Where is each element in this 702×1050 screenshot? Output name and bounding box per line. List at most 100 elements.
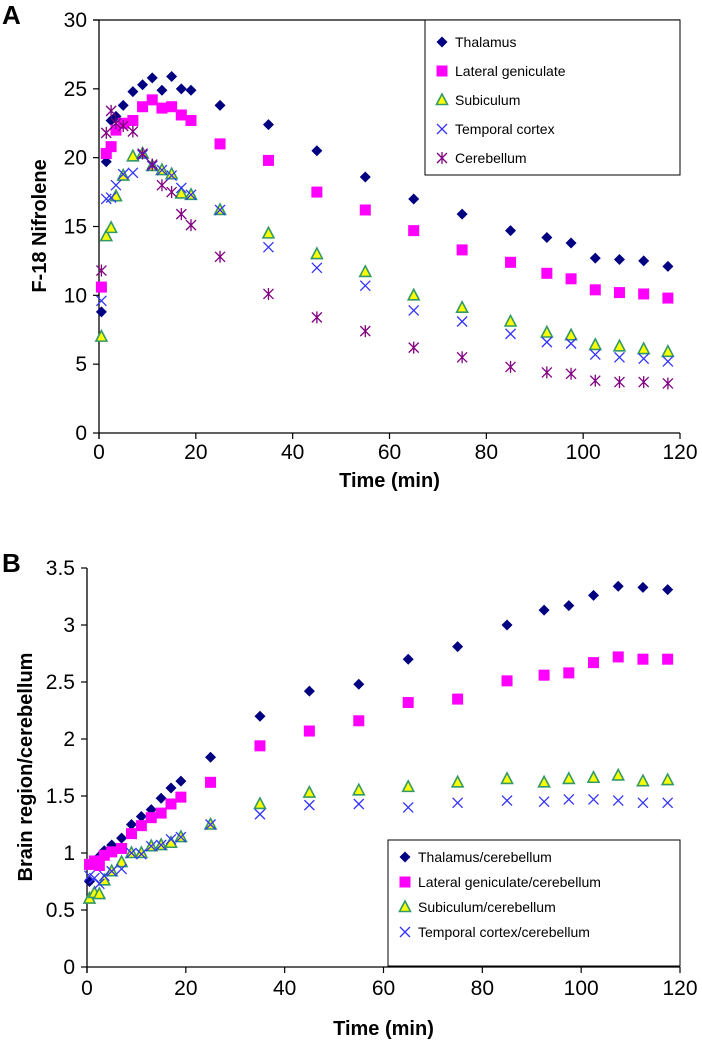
x-tick-label: 60 [372,977,395,1000]
data-point [501,795,513,807]
data-point [662,653,674,665]
legend-marker [435,92,449,106]
data-point [95,306,107,318]
data-point [95,295,107,307]
data-point [408,225,420,237]
data-point [612,338,627,352]
y-tick-label: 3 [63,614,75,637]
data-point [359,171,371,183]
y-tick-label: 30 [64,9,87,32]
data-point [589,374,601,387]
panel-label: A [2,0,21,30]
x-tick-label: 40 [273,977,296,1000]
data-point [541,232,553,244]
x-axis-label: Time (min) [339,470,440,492]
data-point [175,208,187,221]
data-point [166,101,178,113]
data-point [402,697,414,709]
data-point [105,192,117,204]
data-point [214,250,226,263]
data-point [563,793,575,805]
data-point [175,831,187,843]
data-point [116,863,128,875]
data-point [408,341,420,354]
data-point [586,770,601,784]
data-point [538,669,550,681]
data-point [408,193,420,205]
data-point [98,870,110,882]
legend: Thalamus/cerebellum Lateral geniculate/ce… [387,839,681,967]
data-point [311,262,323,274]
data-point [588,337,603,351]
data-point [563,667,575,679]
y-tick-label: 0.5 [46,899,75,922]
data-point [93,860,105,872]
data-point [505,256,517,268]
x-tick-label: 100 [566,441,601,464]
x-tick-label: 120 [662,977,697,1000]
data-point [402,653,414,665]
data-point [588,657,600,669]
data-point [110,124,122,136]
data-point [638,288,650,300]
data-point [310,246,324,260]
data-point [135,811,147,823]
legend-marker [398,899,412,913]
data-point [564,327,578,341]
data-point [137,79,149,91]
data-point [565,367,577,380]
data-point [117,99,129,111]
data-point [262,154,274,166]
data-point [450,774,465,788]
data-point [145,840,157,852]
legend-label: Lateral geniculate/cerebellum [418,874,601,890]
data-point [105,141,117,153]
data-point [146,72,158,84]
data-point [452,693,464,705]
data-point [541,366,553,379]
data-point [106,846,118,858]
x-tick-label: 20 [174,977,197,1000]
data-point [127,125,139,138]
x-tick-label: 0 [81,977,93,1000]
x-axis-label: Time (min) [333,1018,434,1040]
data-point [146,94,158,106]
data-point [408,305,420,316]
data-point [185,219,197,232]
data-point [93,878,105,890]
data-point [538,604,550,616]
data-point [353,715,365,727]
data-point [155,792,167,804]
data-point [99,228,114,242]
data-point [500,771,514,785]
data-point [452,797,464,809]
data-point [254,740,266,752]
data-point [565,273,577,285]
legend-label: Subiculum/cerebellum [418,899,556,915]
series-temporal-cortex [95,149,674,367]
data-point [92,886,107,900]
data-point [98,849,110,861]
data-point [501,619,513,631]
legend-label: Temporal cortex [455,121,555,137]
data-point [662,584,674,596]
data-point [311,186,323,198]
legend-label: Subiculum [455,92,520,108]
y-tick-label: 5 [75,353,87,376]
data-point [402,801,414,813]
y-tick-label: 10 [64,284,87,307]
data-point [135,848,147,860]
data-point [662,797,674,809]
data-point [662,292,674,304]
data-point [175,83,187,95]
data-point [156,84,168,96]
data-point [254,808,266,820]
series-cerebellum [95,104,674,390]
data-point [164,166,179,180]
data-point [254,710,266,722]
legend-label: Thalamus/cerebellum [418,849,552,865]
data-point [662,260,674,272]
data-point [214,99,226,111]
data-point [638,255,650,267]
